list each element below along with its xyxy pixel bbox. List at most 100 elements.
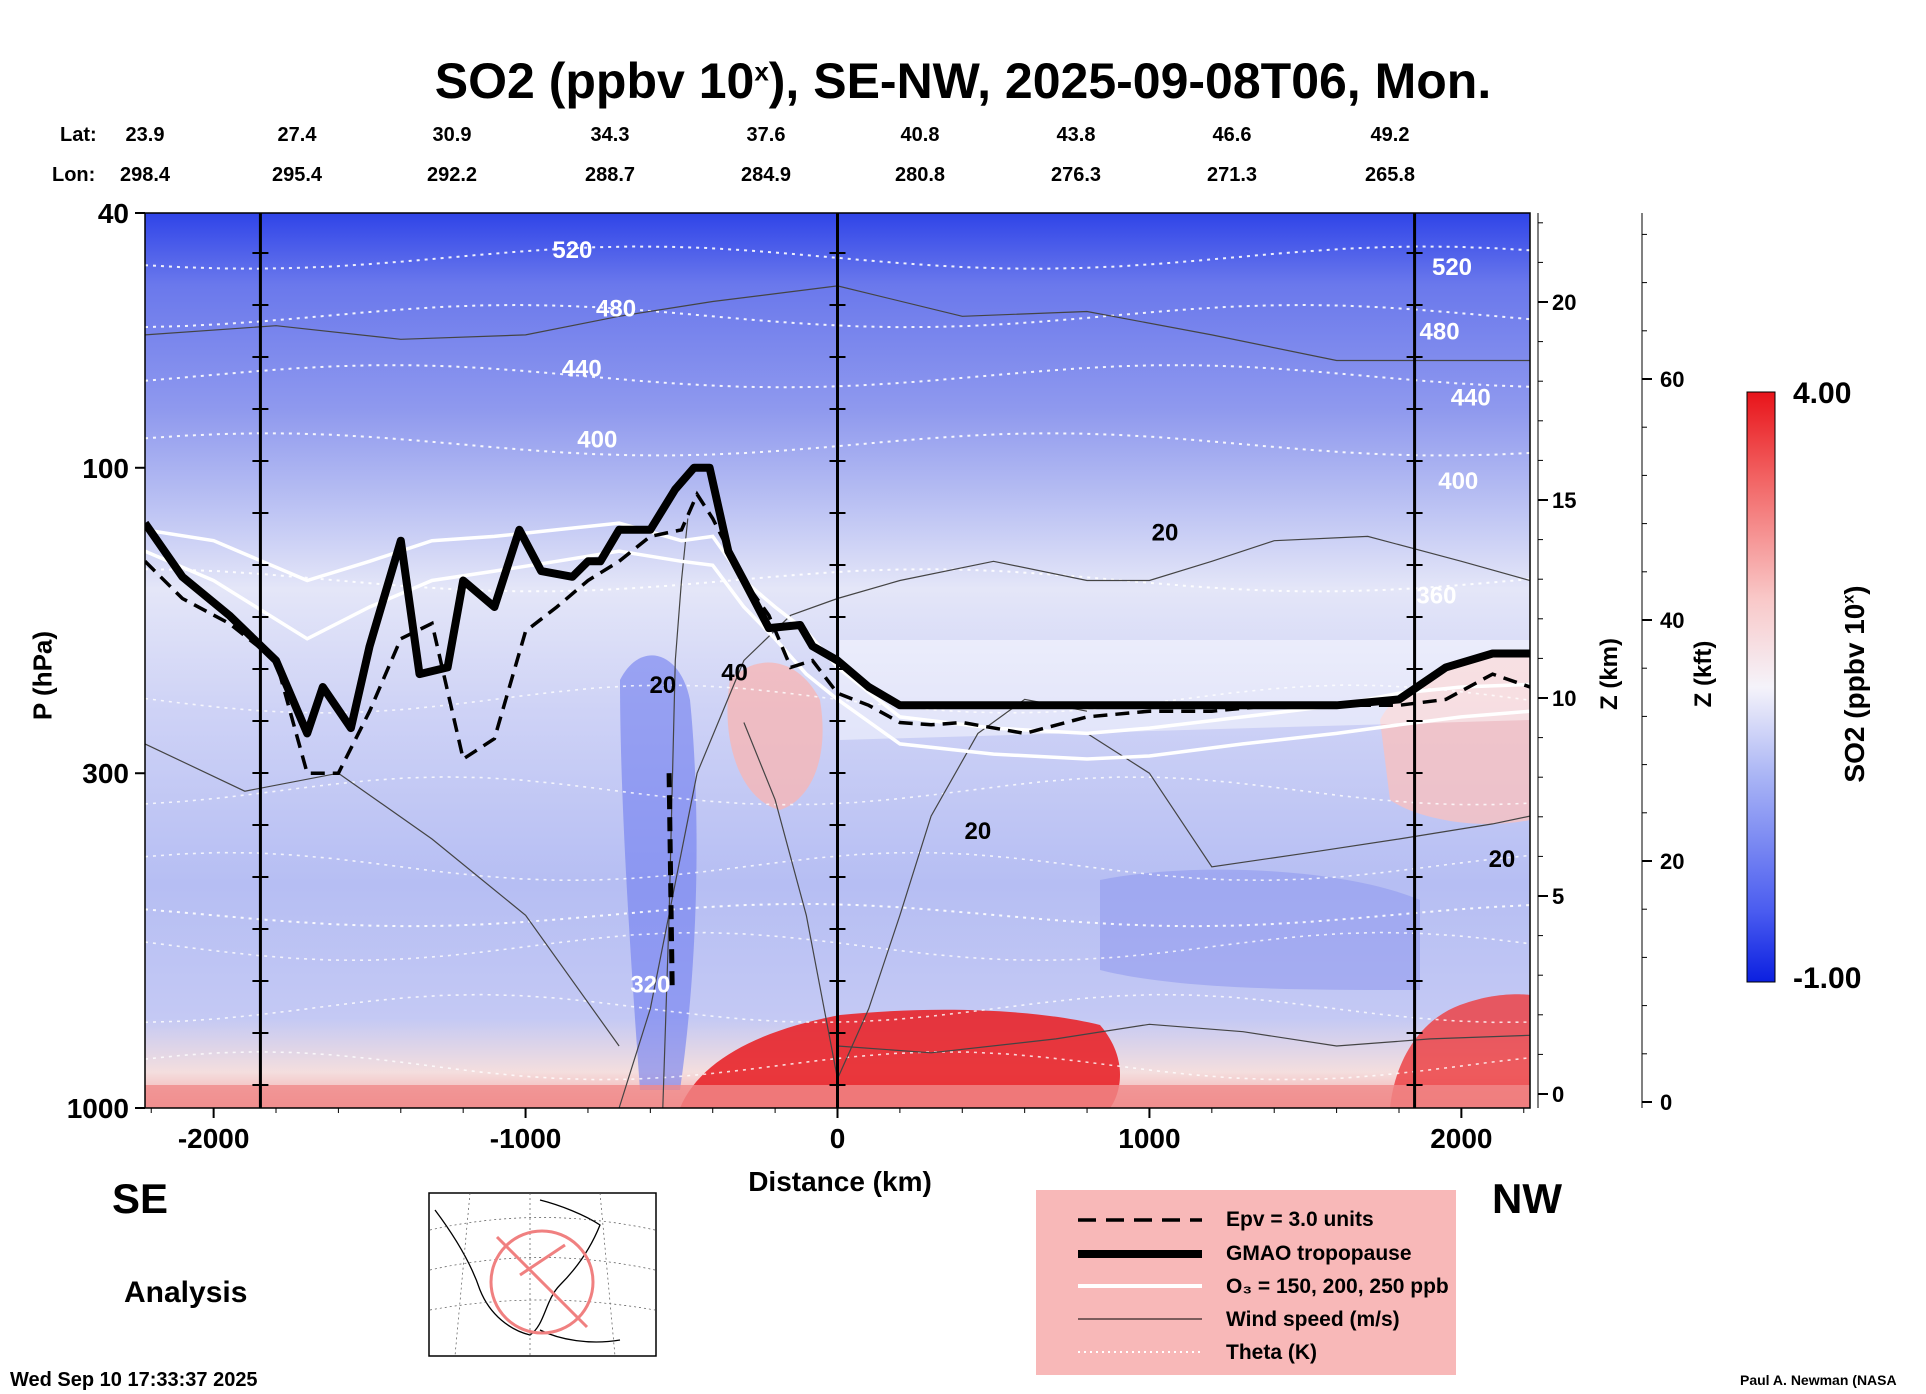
z-km-tick-label: 5 (1552, 884, 1564, 909)
x-axis-label: Distance (km) (748, 1166, 932, 1197)
so2-field (145, 245, 1530, 1108)
wind-label: 20 (965, 818, 992, 845)
chart-title: SO2 (ppbv 10x), SE-NW, 2025-09-08T06, Mo… (0, 52, 1926, 110)
x-tick-label: -2000 (178, 1123, 250, 1154)
z-km-tick-label: 20 (1552, 290, 1576, 315)
colorbar-title-sup: x (1840, 594, 1858, 604)
x-axis: -2000 -1000 0 1000 2000 (150, 1108, 1525, 1154)
z-kft-axis: 0 20 40 60 (1641, 213, 1684, 1115)
legend-theta: Theta (K) (1226, 1341, 1317, 1364)
wind-contour (1086, 732, 1530, 868)
z-km-tick-label: 15 (1552, 488, 1576, 513)
z-km-tick-label: 0 (1552, 1082, 1564, 1107)
epv-line (145, 490, 1530, 775)
colorbar (1746, 391, 1776, 983)
lon-value: 284.9 (740, 164, 792, 186)
position-markers (252, 213, 1423, 1108)
map-section-cross (519, 1243, 566, 1277)
title-rest: ), SE-NW, 2025-09-08T06, Mon. (768, 53, 1492, 109)
colorbar-min-label: -1.00 (1793, 962, 1862, 995)
colorbar-max-label: 4.00 (1793, 377, 1852, 410)
wind-label: 20 (649, 672, 676, 699)
lat-value: 37.6 (746, 124, 786, 146)
direction-right: NW (1492, 1175, 1562, 1222)
theta-label: 480 (1420, 318, 1460, 345)
z-kft-tick-label: 0 (1660, 1090, 1672, 1115)
lat-value: 40.8 (900, 124, 940, 146)
wind-contour (145, 743, 620, 1047)
title-sup: x (754, 56, 769, 87)
z-km-axis: 0 5 10 15 20 (1537, 213, 1576, 1108)
theta-line (145, 776, 1530, 806)
tropopause-line (145, 463, 1530, 738)
z-kft-tick-label: 20 (1660, 849, 1684, 874)
epv-contour (145, 490, 1530, 989)
analysis-label: Analysis (124, 1276, 248, 1309)
lon-value: 292.2 (426, 164, 478, 186)
z-km-label: Z (km) (1596, 638, 1623, 710)
so2-low-plume (620, 655, 697, 1090)
z-kft-tick-label: 60 (1660, 367, 1684, 392)
lat-value: 23.9 (125, 124, 165, 146)
map-section-circle (489, 1229, 595, 1335)
theta-label: 480 (596, 295, 636, 322)
z-kft-tick-label: 40 (1660, 608, 1684, 633)
lon-value: 271.3 (1206, 164, 1258, 186)
lat-label: Lat: (60, 124, 97, 146)
location-map-inset (428, 1192, 657, 1357)
theta-label: 520 (1432, 254, 1472, 281)
timestamp: Wed Sep 10 17:33:37 2025 (10, 1369, 258, 1391)
theta-label: 360 (1416, 583, 1456, 610)
legend-line-o3 (1078, 1284, 1202, 1288)
x-tick-label: 1000 (1118, 1123, 1180, 1154)
so2-moderate-region-right (1380, 650, 1530, 824)
lon-value: 298.4 (119, 164, 171, 186)
theta-label: 440 (1451, 385, 1491, 412)
lat-value: 27.4 (277, 124, 317, 146)
title-main: SO2 (ppbv 10 (434, 53, 755, 109)
wind-label: 20 (1152, 520, 1179, 547)
z-km-tick-label: 10 (1552, 686, 1576, 711)
lat-value: 30.9 (432, 124, 472, 146)
legend-o3: O₃ = 150, 200, 250 ppb (1226, 1275, 1449, 1298)
so2-tropopause-band (840, 640, 1530, 740)
legend-epv: Epv = 3.0 units (1226, 1208, 1374, 1231)
wind-contour (618, 535, 1530, 1108)
legend-wind: Wind speed (m/s) (1226, 1308, 1400, 1331)
legend-line-tropopause (1078, 1250, 1202, 1258)
map-section-line (495, 1235, 589, 1329)
y-tick-label: 40 (98, 198, 129, 229)
y-tick-label: 1000 (67, 1093, 129, 1124)
colorbar-title-rest: ) (1839, 585, 1870, 595)
lon-value: 295.4 (271, 164, 323, 186)
contour-labels: 520 480 440 400 520 480 440 400 360 320 20 20 40 20 20 (552, 237, 1515, 999)
colorbar-title-main: SO2 (ppbv 10 (1839, 603, 1870, 783)
legend-line-wind (1078, 1318, 1202, 1320)
lat-value: 46.6 (1212, 124, 1252, 146)
y-tick-label: 300 (82, 758, 129, 789)
lon-label: Lon: (52, 164, 96, 186)
lon-value: 265.8 (1364, 164, 1416, 186)
lat-value: 43.8 (1056, 124, 1096, 146)
x-tick-label: -1000 (490, 1123, 562, 1154)
epv-vertical-segment (666, 773, 675, 989)
theta-label: 320 (630, 971, 670, 998)
direction-left: SE (112, 1175, 169, 1222)
so2-high-region-center (680, 1009, 1120, 1108)
theta-label: 400 (577, 427, 617, 454)
theta-label: 440 (562, 355, 602, 382)
lon-value: 288.7 (584, 164, 636, 186)
z-kft-label: Z (kft) (1690, 640, 1717, 708)
o3-line (145, 521, 1530, 736)
wind-speed-contours (145, 285, 1530, 1108)
y-axis-label: P (hPa) (27, 630, 58, 721)
so2-low-region-mid (1100, 869, 1420, 990)
theta-label: 520 (552, 237, 592, 264)
lat-value: 49.2 (1370, 124, 1410, 146)
wind-contour (743, 698, 1088, 1081)
so2-high-region-right (1390, 994, 1530, 1108)
lat-value: 34.3 (590, 124, 630, 146)
wind-label: 40 (721, 660, 748, 687)
map-gridlines (429, 1192, 656, 1357)
